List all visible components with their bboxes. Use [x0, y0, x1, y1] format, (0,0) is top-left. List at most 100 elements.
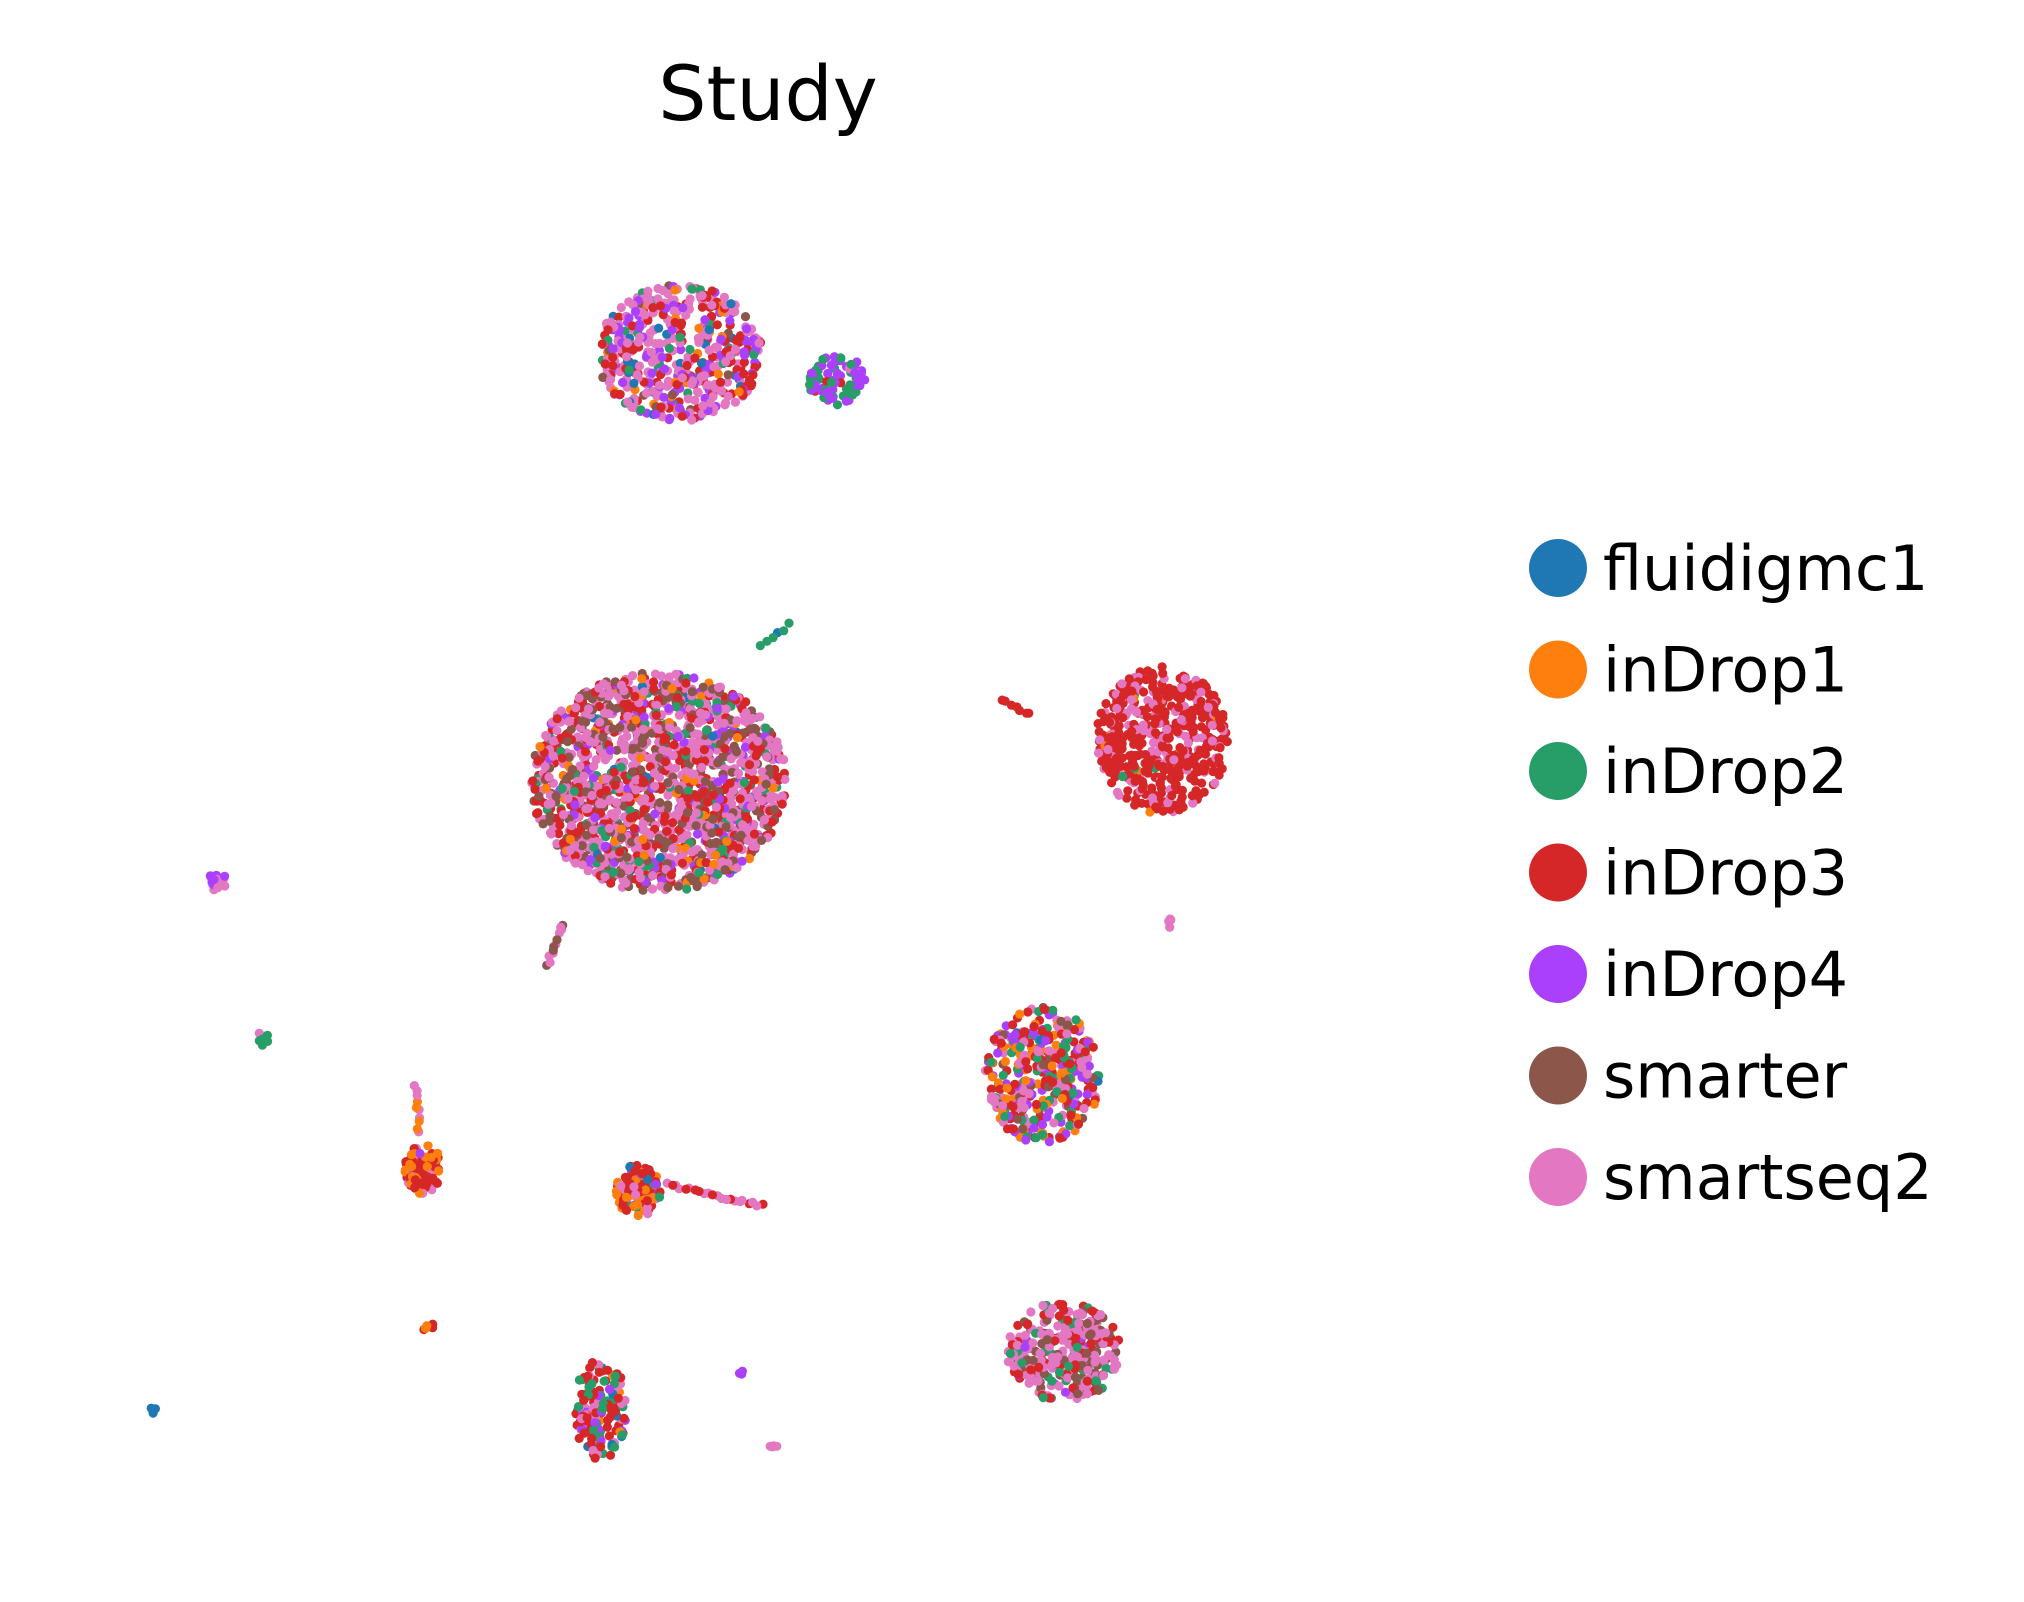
data-point-inDrop3 — [1055, 1133, 1065, 1143]
data-point-inDrop3 — [1008, 1020, 1018, 1030]
data-point-smartseq2 — [566, 821, 577, 831]
data-point-smartseq2 — [587, 790, 597, 801]
data-point-inDrop3 — [1088, 1042, 1098, 1052]
data-point-smarter — [723, 370, 733, 380]
data-point-inDrop2 — [832, 400, 843, 410]
data-point-inDrop3 — [1178, 746, 1188, 756]
data-point-smarter — [563, 737, 573, 747]
data-point-inDrop3 — [1164, 733, 1174, 743]
data-point-smarter — [697, 850, 707, 860]
data-point-inDrop3 — [747, 379, 757, 389]
data-point-smartseq2 — [1044, 1046, 1054, 1056]
data-point-inDrop3 — [604, 1431, 615, 1441]
data-point-smartseq2 — [730, 307, 740, 317]
data-point-smartseq2 — [757, 796, 767, 806]
data-point-inDrop3 — [1086, 1338, 1096, 1349]
data-point-smartseq2 — [1183, 738, 1193, 748]
data-point-inDrop3 — [554, 829, 564, 839]
data-point-inDrop3 — [1029, 1022, 1039, 1032]
data-point-smartseq2 — [629, 1182, 639, 1192]
legend-label-inDrop3: inDrop3 — [1603, 837, 1848, 910]
data-point-inDrop3 — [755, 744, 765, 754]
data-point-smarter — [549, 942, 559, 952]
data-point-smarter — [673, 881, 684, 891]
data-point-smartseq2 — [688, 376, 698, 386]
data-point-inDrop3 — [1147, 783, 1157, 793]
data-point-smartseq2 — [1114, 790, 1124, 801]
data-point-smartseq2 — [1090, 1357, 1100, 1367]
data-point-inDrop2 — [1072, 1342, 1082, 1352]
data-point-inDrop1 — [617, 824, 627, 834]
data-point-smartseq2 — [1035, 1348, 1045, 1358]
data-point-inDrop4 — [600, 841, 610, 852]
data-point-inDrop3 — [603, 1415, 613, 1425]
data-point-inDrop3 — [597, 339, 607, 349]
data-point-inDrop2 — [608, 867, 619, 877]
data-point-smartseq2 — [692, 749, 702, 759]
data-point-inDrop1 — [633, 1200, 643, 1210]
data-point-inDrop3 — [432, 1178, 442, 1188]
data-point-inDrop2 — [1032, 1053, 1042, 1063]
data-point-smarter — [725, 728, 735, 739]
data-point-inDrop4 — [835, 371, 846, 381]
data-point-smarter — [595, 853, 605, 863]
legend-label-fluidigmc1: fluidigmc1 — [1603, 532, 1928, 605]
data-point-smartseq2 — [721, 704, 731, 714]
data-point-inDrop3 — [1185, 691, 1195, 701]
data-point-inDrop1 — [640, 1185, 651, 1195]
data-point-inDrop4 — [700, 315, 710, 325]
data-point-inDrop3 — [1178, 802, 1188, 812]
data-point-inDrop4 — [651, 1179, 661, 1189]
data-point-inDrop3 — [703, 797, 713, 807]
data-point-smartseq2 — [772, 1441, 782, 1451]
data-point-inDrop3 — [1054, 1299, 1064, 1309]
data-point-smarter — [545, 811, 555, 821]
data-point-smarter — [1018, 1124, 1028, 1134]
data-point-inDrop1 — [1057, 1068, 1067, 1078]
data-point-inDrop1 — [732, 733, 743, 743]
data-point-inDrop3 — [1186, 773, 1196, 783]
data-point-inDrop4 — [1044, 1137, 1054, 1147]
data-point-inDrop2 — [589, 842, 599, 852]
data-point-smartseq2 — [691, 808, 701, 818]
data-point-smartseq2 — [707, 300, 717, 310]
data-point-inDrop3 — [712, 320, 722, 330]
data-point-inDrop2 — [694, 868, 704, 878]
data-point-inDrop2 — [1118, 772, 1128, 782]
data-point-smartseq2 — [652, 700, 662, 711]
data-point-smartseq2 — [654, 380, 665, 390]
data-point-inDrop4 — [650, 809, 660, 819]
data-point-smartseq2 — [656, 881, 666, 891]
data-point-inDrop2 — [1000, 1111, 1010, 1122]
data-point-inDrop1 — [639, 850, 649, 861]
data-point-smartseq2 — [621, 352, 632, 362]
data-point-inDrop1 — [434, 1166, 444, 1176]
data-point-inDrop1 — [637, 674, 647, 684]
data-point-smartseq2 — [617, 734, 628, 744]
data-point-smartseq2 — [643, 1209, 653, 1219]
data-point-inDrop3 — [655, 301, 666, 311]
data-point-inDrop4 — [667, 325, 677, 335]
data-point-smartseq2 — [693, 729, 703, 739]
data-point-inDrop3 — [1158, 806, 1168, 816]
data-point-inDrop3 — [707, 286, 717, 296]
data-point-inDrop2 — [784, 618, 794, 628]
data-point-inDrop3 — [699, 745, 710, 755]
data-point-smartseq2 — [653, 724, 663, 734]
data-point-smarter — [706, 839, 716, 849]
data-point-smartseq2 — [604, 823, 614, 834]
data-point-smartseq2 — [589, 761, 599, 771]
data-point-inDrop4 — [806, 368, 817, 378]
data-point-smartseq2 — [685, 294, 695, 304]
data-point-inDrop3 — [681, 678, 691, 688]
data-point-inDrop4 — [734, 1368, 745, 1378]
data-point-fluidigmc1 — [704, 325, 714, 335]
data-point-inDrop3 — [701, 858, 711, 868]
data-point-inDrop3 — [587, 1358, 598, 1368]
data-point-inDrop1 — [565, 834, 575, 845]
data-point-smartseq2 — [595, 717, 605, 727]
data-point-smarter — [685, 723, 695, 733]
data-point-smartseq2 — [751, 841, 761, 852]
data-point-smarter — [1082, 1318, 1092, 1329]
